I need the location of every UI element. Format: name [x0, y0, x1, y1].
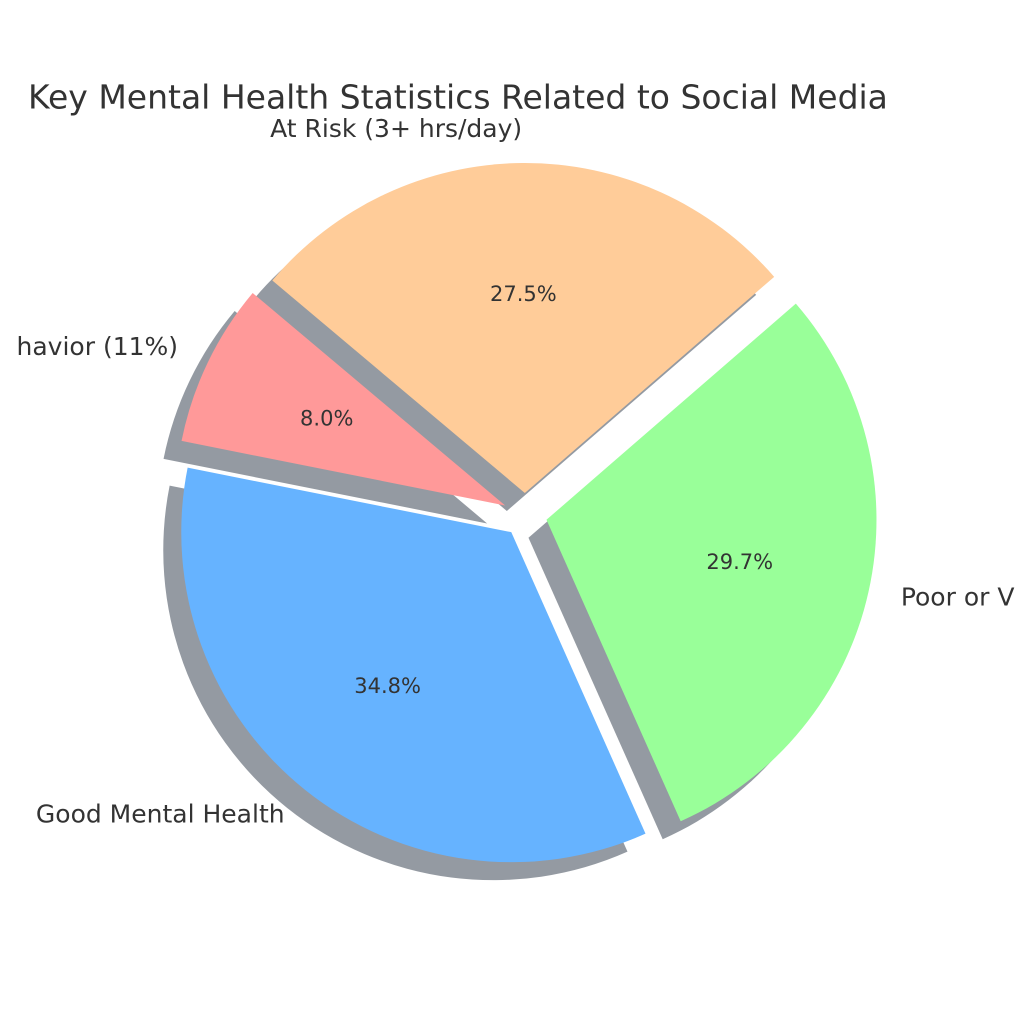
value-label: 29.7%: [706, 550, 773, 574]
value-label: 34.8%: [354, 674, 421, 698]
category-label: havior (11%): [17, 332, 179, 361]
category-label: Poor or V: [901, 583, 1015, 612]
slice-layer: [181, 163, 877, 863]
slice: [272, 163, 775, 494]
category-label: Good Mental Health: [36, 800, 285, 829]
value-label: 8.0%: [300, 407, 353, 431]
slice: [181, 292, 506, 506]
slice: [181, 467, 646, 863]
slice: [546, 303, 877, 822]
value-label: 27.5%: [490, 282, 557, 306]
chart-title: Key Mental Health Statistics Related to …: [28, 78, 888, 117]
category-label: At Risk (3+ hrs/day): [270, 114, 522, 143]
label-layer: 29.7% Poor or V 27.5% At Risk (3+ hrs/day) 8…: [17, 114, 1015, 829]
